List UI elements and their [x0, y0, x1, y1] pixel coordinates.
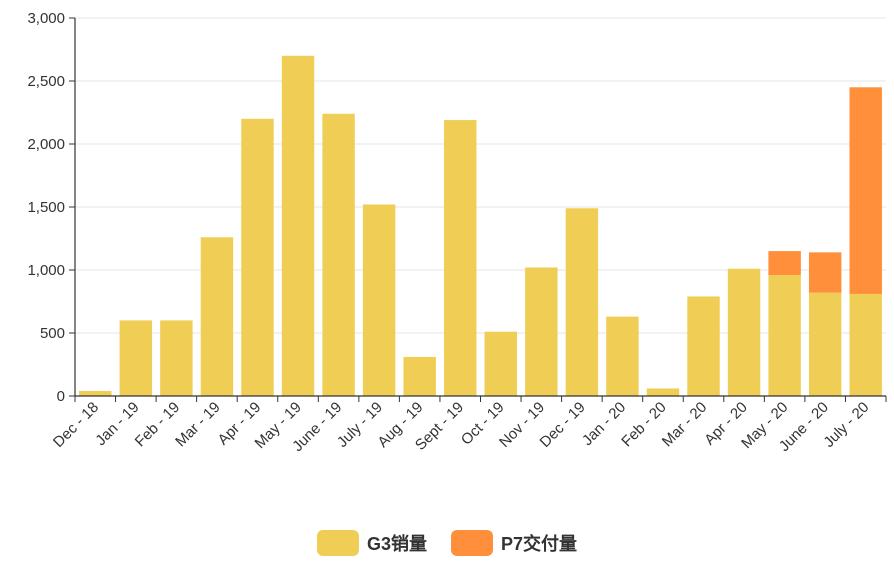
bar-g3[interactable]	[525, 267, 558, 396]
x-tick-label: July - 20	[820, 399, 872, 451]
legend-item-g3[interactable]: G3销量	[316, 530, 427, 556]
x-tick-label: Mar - 19	[172, 399, 224, 451]
y-tick-label: 2,000	[27, 136, 65, 153]
bar-g3[interactable]	[808, 292, 842, 396]
bar-g3[interactable]	[484, 331, 517, 396]
bar-g3[interactable]	[403, 356, 436, 396]
bar-g3[interactable]	[362, 204, 396, 396]
bar-g3[interactable]	[79, 390, 112, 396]
bar-g3[interactable]	[768, 275, 801, 396]
bar-p7[interactable]	[808, 252, 842, 293]
legend-label-g3: G3销量	[366, 534, 427, 554]
bar-g3[interactable]	[322, 113, 355, 396]
bar-g3[interactable]	[200, 237, 234, 396]
x-tick-label: Dec - 19	[537, 399, 589, 451]
y-tick-label: 0	[57, 388, 65, 405]
legend-swatch-g3	[316, 530, 359, 556]
y-tick-label: 1,500	[27, 199, 65, 216]
bar-g3[interactable]	[646, 388, 680, 396]
bar-g3[interactable]	[241, 118, 274, 397]
bar-g3[interactable]	[849, 293, 882, 396]
x-tick-label: Mar - 20	[659, 399, 711, 451]
y-tick-label: 2,500	[27, 73, 65, 90]
bars	[79, 55, 882, 397]
bar-g3[interactable]	[160, 320, 193, 396]
grid-lines	[75, 17, 886, 334]
x-tick-label: Dec - 18	[50, 399, 102, 451]
bar-p7[interactable]	[768, 251, 801, 276]
y-tick-label: 3,000	[27, 10, 65, 27]
legend-swatch-p7	[450, 530, 493, 556]
bar-p7[interactable]	[849, 87, 882, 294]
bar-g3[interactable]	[444, 120, 477, 396]
bar-g3[interactable]	[565, 208, 599, 396]
bar-g3[interactable]	[281, 55, 315, 397]
y-tick-label: 500	[40, 325, 65, 342]
legend-label-p7: P7交付量	[500, 534, 578, 554]
bar-g3[interactable]	[606, 316, 639, 396]
bar-g3[interactable]	[687, 296, 720, 396]
legend-item-p7[interactable]: P7交付量	[450, 530, 578, 556]
legend: G3销量 P7交付量	[0, 530, 894, 556]
y-tick-label: 1,000	[27, 262, 65, 279]
bar-g3[interactable]	[727, 268, 761, 396]
bar-g3[interactable]	[119, 320, 153, 396]
